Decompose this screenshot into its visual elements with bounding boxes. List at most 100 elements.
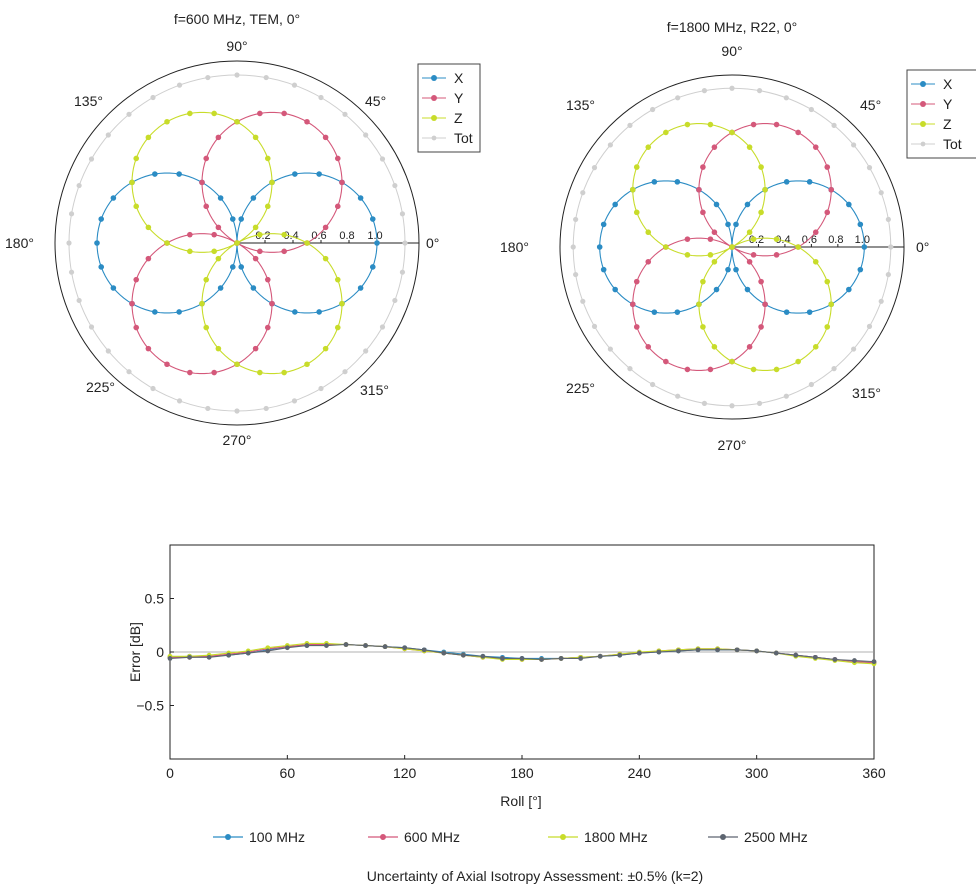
tot-point [76, 297, 82, 304]
data-point [852, 658, 857, 663]
tot-point [783, 95, 789, 101]
data-point [363, 643, 368, 648]
data-point [199, 179, 205, 186]
tot-point [150, 385, 156, 392]
data-point [651, 179, 658, 185]
data-point [334, 324, 341, 331]
data-point [94, 240, 100, 246]
tot-point [573, 216, 579, 223]
polar-legend-1800mhz: XYZ Tot [906, 69, 976, 159]
data-point [696, 186, 702, 193]
data-point [304, 361, 310, 368]
data-point [773, 252, 780, 258]
data-point [292, 171, 298, 177]
data-point [269, 179, 275, 186]
polar-series [596, 121, 868, 373]
data-point [612, 201, 618, 208]
data-point [758, 278, 764, 285]
tot-point [363, 348, 369, 354]
series-1800-mhz [167, 641, 877, 667]
legend-label-x: X [454, 70, 464, 86]
data-point [707, 236, 714, 242]
tot-point [607, 142, 613, 148]
data-point [558, 656, 564, 661]
data-point [187, 248, 193, 255]
tot-point [729, 85, 735, 91]
angle-label-0: 0° [426, 235, 439, 251]
data-point [211, 369, 217, 376]
data-point [733, 221, 739, 228]
data-point [711, 258, 718, 265]
data-point [617, 652, 623, 658]
tot-point [783, 393, 789, 399]
tot-point [176, 398, 183, 404]
data-point [711, 144, 718, 150]
data-point [656, 649, 662, 655]
tot-point [607, 346, 613, 352]
data-point [152, 171, 158, 177]
data-point [133, 203, 140, 210]
legend-swatch-marker [380, 834, 386, 840]
legend-swatch-marker [920, 121, 926, 127]
data-point [713, 286, 720, 293]
legend-label: 1800 MHz [584, 829, 648, 845]
series-tot [570, 85, 894, 409]
polar-chart-1800mhz: f=1800 MHz, R22, 0° 0.2 0.4 0.6 0.8 1.0 0° 4… [500, 19, 976, 453]
data-point [164, 118, 170, 125]
data-point [203, 155, 210, 162]
tot-point [851, 142, 857, 148]
data-point [441, 650, 447, 656]
data-point [684, 236, 691, 242]
x-tick-label: 240 [628, 765, 652, 781]
legend-swatch-marker [720, 834, 726, 840]
tot-point [580, 298, 586, 304]
x-tick-label: 60 [280, 765, 296, 781]
legend-label-tot: Tot [454, 130, 473, 146]
tot-point [379, 156, 386, 162]
series-2500-mhz [167, 642, 877, 665]
data-point [754, 648, 760, 654]
data-point [334, 276, 341, 283]
tot-point [580, 190, 586, 196]
data-point [133, 324, 140, 331]
polar-chart-600mhz: f=600 MHz, TEM, 0° 0.2 0.4 0.6 0.8 1.0 0° 45… [5, 11, 481, 448]
data-point [812, 229, 819, 236]
tot-point [675, 95, 681, 101]
radial-tick-label: 0.6 [802, 234, 817, 246]
data-point [250, 195, 257, 201]
data-point [98, 216, 105, 222]
tot-point [234, 408, 240, 414]
tot-point [68, 269, 75, 275]
data-point [322, 224, 329, 231]
data-point [633, 164, 640, 170]
data-point [651, 309, 658, 315]
data-point [696, 301, 702, 308]
data-point [746, 144, 753, 150]
data-point [725, 266, 731, 273]
data-point [460, 652, 466, 658]
tot-point [591, 165, 598, 171]
angle-label-180: 180° [5, 235, 34, 251]
tot-point [808, 106, 814, 113]
data-point [374, 240, 380, 246]
x-tick-label: 300 [745, 765, 769, 781]
data-point [684, 121, 691, 128]
data-point [167, 656, 173, 661]
data-point [211, 110, 217, 117]
data-point [750, 366, 757, 373]
data-point [322, 255, 329, 262]
data-point [339, 300, 345, 307]
x-tick-label: 0 [166, 765, 174, 781]
legend-swatch-marker [431, 95, 437, 101]
tot-point [88, 156, 95, 162]
data-point [645, 344, 652, 350]
data-point [633, 324, 640, 330]
data-point [744, 286, 751, 293]
data-point [187, 231, 193, 238]
data-point [578, 656, 584, 661]
tot-point [318, 385, 324, 392]
polar-series [94, 110, 380, 376]
data-point [133, 276, 140, 283]
data-point [110, 195, 117, 201]
